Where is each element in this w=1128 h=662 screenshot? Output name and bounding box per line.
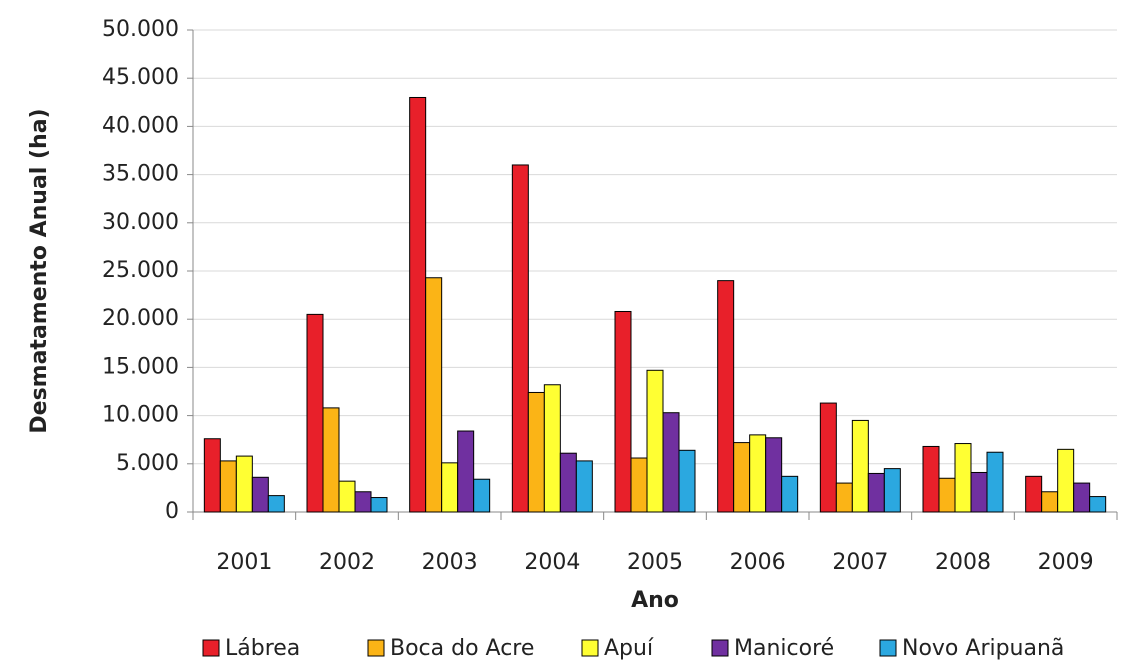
bar (409, 96, 427, 513)
bar (457, 430, 475, 513)
y-tick-label: 15.000 (102, 354, 179, 379)
bar (1057, 448, 1075, 513)
bar (1025, 475, 1043, 513)
bar (1089, 496, 1107, 513)
bar (819, 402, 837, 513)
bar (851, 419, 869, 513)
bar (749, 434, 767, 513)
bar (575, 460, 593, 513)
bar (219, 460, 237, 513)
bar (883, 468, 901, 513)
x-tick-label: 2002 (319, 550, 375, 575)
bar (630, 457, 648, 513)
bar (267, 495, 285, 513)
bar (954, 443, 972, 513)
y-tick-label: 10.000 (102, 403, 179, 428)
bar (473, 478, 491, 513)
bar (781, 475, 799, 513)
y-tick-label: 30.000 (102, 210, 179, 235)
legend-label: Manicoré (734, 636, 834, 661)
x-tick-label: 2005 (627, 550, 683, 575)
y-tick-label: 5.000 (116, 451, 179, 476)
y-tick-label: 50.000 (102, 17, 179, 42)
bar (835, 482, 853, 513)
legend-label: Lábrea (225, 636, 300, 661)
bar (251, 476, 269, 513)
bar (338, 480, 356, 513)
x-tick-label: 2007 (832, 550, 888, 575)
y-tick-label: 45.000 (102, 65, 179, 90)
bar (511, 164, 529, 513)
bar (559, 452, 577, 513)
x-tick-label: 2006 (730, 550, 786, 575)
x-tick-label: 2009 (1038, 550, 1094, 575)
legend-swatch (367, 639, 385, 657)
x-tick-label: 2008 (935, 550, 991, 575)
legend-label: Apuí (604, 636, 654, 661)
bar (717, 280, 735, 513)
bar (970, 471, 988, 513)
bar (765, 437, 783, 513)
legend-swatch (581, 639, 599, 657)
bar (322, 407, 340, 513)
y-axis-label: Desmatamento Anual (ha) (27, 108, 52, 433)
x-axis-label: Ano (631, 588, 679, 613)
bar (1041, 491, 1059, 513)
bar (938, 477, 956, 513)
bar (986, 451, 1004, 513)
bar (922, 445, 940, 513)
legend-swatch (879, 639, 897, 657)
bar (441, 462, 459, 513)
bar (235, 455, 253, 513)
bar (867, 472, 885, 513)
bar (614, 310, 632, 513)
y-tick-label: 20.000 (102, 306, 179, 331)
bar (646, 369, 664, 513)
bar (354, 491, 372, 513)
y-tick-label: 25.000 (102, 258, 179, 283)
x-tick-label: 2003 (422, 550, 478, 575)
y-tick-label: 35.000 (102, 162, 179, 187)
y-tick-label: 0 (165, 499, 179, 524)
x-tick-label: 2004 (524, 550, 580, 575)
legend-swatch (711, 639, 729, 657)
x-tick-label: 2001 (216, 550, 272, 575)
bar (306, 313, 324, 513)
bar (662, 412, 680, 513)
y-tick-label: 40.000 (102, 113, 179, 138)
bar (1073, 482, 1091, 513)
bar (543, 384, 561, 513)
bar (678, 449, 696, 513)
bar (527, 391, 545, 513)
bar (203, 438, 221, 513)
bar (425, 277, 443, 513)
legend-swatch (202, 639, 220, 657)
bar (733, 442, 751, 513)
legend-label: Boca do Acre (390, 636, 534, 661)
legend-label: Novo Aripuanã (902, 636, 1064, 661)
bar (370, 497, 388, 513)
